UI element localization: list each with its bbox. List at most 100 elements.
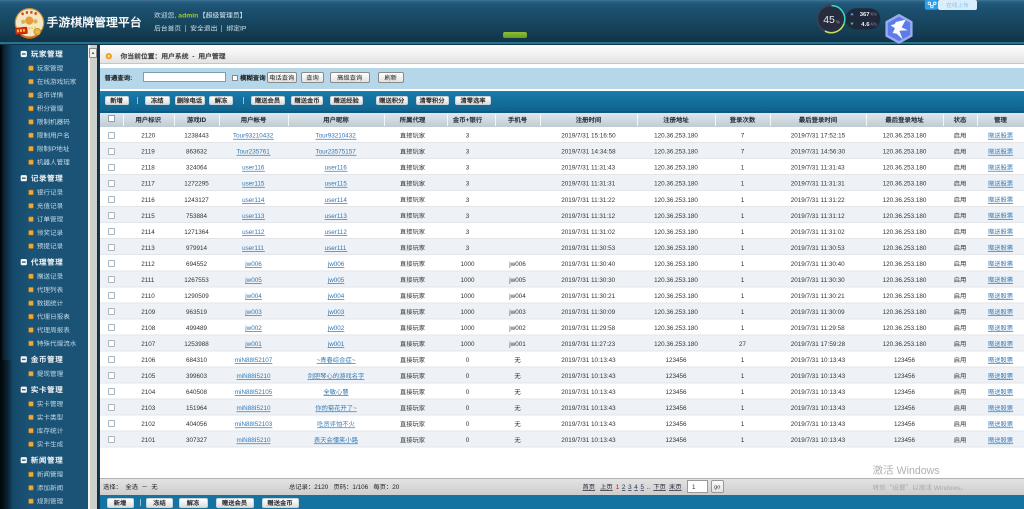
svg-text:120.36.253.180: 120.36.253.180 [654,181,698,188]
svg-text:jw005: jw005 [327,277,345,284]
svg-text:0: 0 [466,437,470,444]
svg-text:user113: user113 [325,213,348,220]
svg-text:1243127: 1243127 [184,197,209,204]
svg-text:120.36.253.180: 120.36.253.180 [883,309,927,316]
svg-text:jw004: jw004 [327,293,345,300]
svg-text:123456: 123456 [666,373,688,380]
svg-text:640508: 640508 [186,389,208,396]
svg-text:2019/7/31 11:30:09: 2019/7/31 11:30:09 [561,309,615,316]
svg-text:3: 3 [466,149,470,156]
svg-text:1238443: 1238443 [184,133,209,140]
svg-text:2019/7/31 11:29:58: 2019/7/31 11:29:58 [561,325,615,332]
svg-text:123456: 123456 [666,437,688,444]
svg-text:2019/7/31 11:30:30: 2019/7/31 11:30:30 [791,277,845,284]
svg-text:3: 3 [466,133,470,140]
svg-text:jw001: jw001 [508,341,526,348]
svg-text:2107: 2107 [141,341,156,348]
svg-text:120.36.253.180: 120.36.253.180 [883,181,927,188]
svg-text:miN88I5210: miN88I5210 [237,405,271,412]
svg-text:2019/7/31 11:31:22: 2019/7/31 11:31:22 [561,197,615,204]
svg-text:2019/7/31 11:31:31: 2019/7/31 11:31:31 [561,181,615,188]
svg-text:user115: user115 [242,181,265,188]
svg-text:120.36.253.180: 120.36.253.180 [654,149,698,156]
svg-text:120.36.253.180: 120.36.253.180 [883,213,927,220]
svg-text:user112: user112 [325,229,348,236]
svg-text:123456: 123456 [666,389,688,396]
svg-text:1: 1 [741,229,745,236]
svg-text:2019/7/31 17:52:15: 2019/7/31 17:52:15 [791,133,846,140]
svg-text:miN88I5210: miN88I5210 [237,437,271,444]
svg-text:1267553: 1267553 [184,277,209,284]
svg-text:miN88I52107: miN88I52107 [235,357,273,364]
svg-text:0: 0 [466,389,470,396]
svg-text:120.36.253.180: 120.36.253.180 [883,149,927,156]
svg-text:1: 1 [741,405,745,412]
svg-text:2019/7/31 11:30:30: 2019/7/31 11:30:30 [561,277,615,284]
svg-text:120.36.253.180: 120.36.253.180 [883,261,927,268]
svg-text:,: , [174,13,176,20]
svg-text:399603: 399603 [186,373,208,380]
svg-text:0: 0 [466,373,470,380]
svg-text:123456: 123456 [666,405,688,412]
svg-text:jw002: jw002 [244,325,262,332]
svg-text:1: 1 [741,181,745,188]
svg-text:jw001: jw001 [327,341,345,348]
svg-text::: : [130,75,132,82]
svg-text:2102: 2102 [141,421,156,428]
svg-text:120.36.253.180: 120.36.253.180 [883,277,927,284]
svg-text:324064: 324064 [186,165,208,172]
svg-text:3: 3 [466,229,470,236]
svg-text:2111: 2111 [141,277,155,284]
svg-text:user116: user116 [325,165,348,172]
svg-text:0: 0 [466,421,470,428]
svg-text:1: 1 [741,325,745,332]
svg-text:jw005: jw005 [508,277,526,284]
svg-text:2019/7/31 11:31:43: 2019/7/31 11:31:43 [791,165,845,172]
svg-text:2019/7/31 11:31:12: 2019/7/31 11:31:12 [561,213,615,220]
svg-text:2120: 2120 [314,484,329,491]
svg-text:120.36.253.180: 120.36.253.180 [883,341,927,348]
svg-text:1000: 1000 [461,309,476,316]
svg-text:Tour23575157: Tour23575157 [316,149,357,156]
svg-text:miN88I52103: miN88I52103 [235,421,273,428]
svg-text:user111: user111 [325,245,347,252]
svg-text:2019/7/31 11:31:02: 2019/7/31 11:31:02 [561,229,615,236]
svg-text:1: 1 [741,213,745,220]
svg-text:2019/7/31 11:31:43: 2019/7/31 11:31:43 [561,165,615,172]
svg-text:..: .. [647,484,651,491]
svg-text:684310: 684310 [186,357,208,364]
svg-text:2019/7/31 14:34:58: 2019/7/31 14:34:58 [561,149,616,156]
svg-text:120.36.253.180: 120.36.253.180 [883,165,927,172]
svg-text:IP: IP [240,26,247,33]
svg-text:3: 3 [466,165,470,172]
svg-text:jw004: jw004 [244,293,262,300]
svg-text:Windows: Windows [934,485,961,492]
svg-text:~: ~ [352,357,356,364]
svg-text:jw004: jw004 [508,293,526,300]
svg-text:2019/7/31 10:13:43: 2019/7/31 10:13:43 [791,421,846,428]
svg-text:3: 3 [466,213,470,220]
svg-text:4.6: 4.6 [861,22,870,28]
svg-text:1/106: 1/106 [352,484,368,491]
svg-text:0: 0 [466,357,470,364]
svg-text:1: 1 [616,484,620,491]
svg-text:120.36.253.180: 120.36.253.180 [654,341,698,348]
svg-text:Windows: Windows [897,465,940,477]
svg-text:2019/7/31 11:30:53: 2019/7/31 11:30:53 [791,245,845,252]
svg-text:753884: 753884 [186,213,208,220]
svg-text:1: 1 [741,293,745,300]
svg-text:2019/7/31 11:31:22: 2019/7/31 11:31:22 [791,197,845,204]
svg-text:1: 1 [692,484,696,491]
svg-text:0: 0 [466,405,470,412]
svg-text:ID: ID [200,117,207,124]
svg-text:jw003: jw003 [244,309,262,316]
svg-text:1: 1 [741,245,745,252]
svg-text:2118: 2118 [141,165,155,172]
svg-text:2: 2 [622,484,626,491]
svg-text:120.36.253.180: 120.36.253.180 [883,133,927,140]
svg-text:2019/7/31 11:30:21: 2019/7/31 11:30:21 [561,293,615,300]
svg-text:Tour93210432: Tour93210432 [233,133,274,140]
svg-text:3: 3 [628,484,632,491]
svg-text:2019/7/31 17:59:28: 2019/7/31 17:59:28 [791,341,846,348]
svg-text:jw003: jw003 [508,309,526,316]
